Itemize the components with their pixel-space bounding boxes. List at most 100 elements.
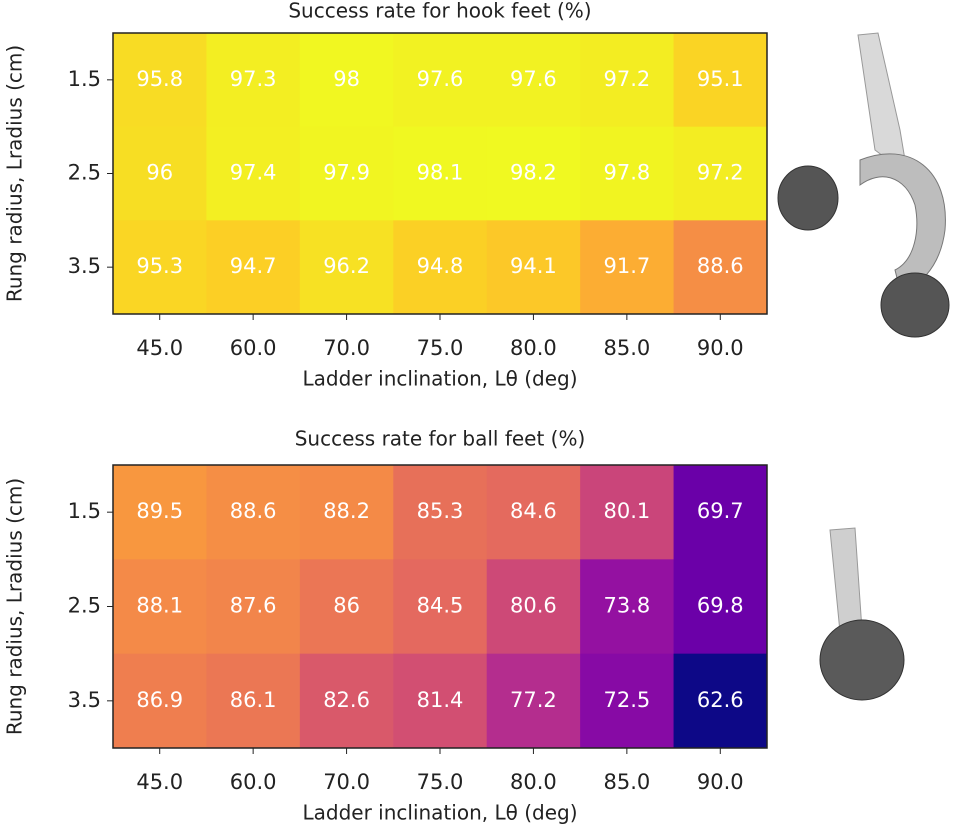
cell-value-label: 98.2	[510, 161, 557, 185]
cell-value-label: 97.6	[510, 67, 557, 91]
cell-value-label: 97.6	[417, 67, 464, 91]
x-tick-label: 80.0	[510, 336, 557, 360]
x-tick-label: 80.0	[510, 770, 557, 794]
cell-value-label: 95.3	[136, 254, 183, 278]
heatmap-cell	[486, 559, 581, 655]
heatmap-cell	[393, 33, 488, 128]
cell-value-label: 95.1	[697, 67, 744, 91]
heatmap-cell	[113, 126, 207, 221]
cell-value-label: 77.2	[510, 688, 557, 712]
x-tick-label: 90.0	[697, 770, 744, 794]
heatmap-cell	[673, 559, 768, 655]
heatmap-cell	[673, 126, 768, 221]
cell-value-label: 97.2	[697, 161, 744, 185]
cell-value-label: 89.5	[136, 499, 183, 523]
cell-value-label: 97.4	[230, 161, 277, 185]
heatmap-cell	[673, 653, 768, 749]
heatmap-cell	[206, 220, 301, 315]
heatmap-cell	[393, 465, 488, 560]
heatmap-cell	[486, 465, 581, 560]
heatmap-cell	[580, 126, 675, 221]
heatmap-cell	[486, 220, 581, 315]
y-tick-label: 2.5	[68, 161, 101, 185]
cell-value-label: 88.1	[136, 594, 183, 618]
cell-value-label: 87.6	[230, 594, 277, 618]
x-tick-label: 60.0	[230, 336, 277, 360]
cell-value-label: 97.2	[603, 67, 650, 91]
hook-foot-illustration	[777, 32, 950, 338]
y-axis-label: Rung radius, Lradius (cm)	[3, 478, 27, 735]
cell-value-label: 69.7	[697, 499, 744, 523]
cell-value-label: 97.8	[603, 161, 650, 185]
chart-title: Success rate for ball feet (%)	[295, 427, 586, 451]
heatmap-cell	[113, 465, 207, 560]
heatmap-cell	[580, 653, 675, 749]
cell-value-label: 81.4	[417, 688, 464, 712]
heatmap-cell	[299, 559, 394, 655]
x-tick-label: 75.0	[417, 770, 464, 794]
cell-value-label: 94.7	[230, 254, 277, 278]
heatmap-cell	[206, 653, 301, 749]
y-tick-label: 3.5	[68, 254, 101, 278]
x-tick-label: 85.0	[603, 336, 650, 360]
cell-value-label: 84.5	[417, 594, 464, 618]
cell-value-label: 97.9	[323, 161, 370, 185]
heatmap-cell	[299, 465, 394, 560]
y-tick-label: 2.5	[68, 594, 101, 618]
heatmap-cell	[580, 220, 675, 315]
heatmap-cell	[206, 126, 301, 221]
heatmap-cell	[486, 126, 581, 221]
x-tick-label: 75.0	[417, 336, 464, 360]
cell-value-label: 86.1	[230, 688, 277, 712]
chart-title: Success rate for hook feet (%)	[288, 0, 591, 23]
cell-value-label: 82.6	[323, 688, 370, 712]
heatmap-cell	[393, 559, 488, 655]
cell-value-label: 96.2	[323, 254, 370, 278]
heatmap-cell	[393, 653, 488, 749]
heatmap-cell	[206, 33, 301, 128]
y-tick-label: 3.5	[68, 688, 101, 712]
heatmap-cell	[486, 653, 581, 749]
x-tick-label: 90.0	[697, 336, 744, 360]
cell-value-label: 97.3	[230, 67, 277, 91]
heatmap-cell	[486, 33, 581, 128]
cell-value-label: 85.3	[417, 499, 464, 523]
cell-value-label: 73.8	[603, 594, 650, 618]
heatmap-cell	[299, 220, 394, 315]
heatmap-cell	[299, 126, 394, 221]
heatmap-cell	[206, 559, 301, 655]
heatmap-cell	[673, 220, 768, 315]
cell-value-label: 98	[333, 67, 360, 91]
cell-value-label: 72.5	[603, 688, 650, 712]
x-tick-label: 85.0	[603, 770, 650, 794]
x-axis-label: Ladder inclination, Lθ (deg)	[302, 801, 577, 825]
cell-value-label: 69.8	[697, 594, 744, 618]
x-tick-label: 70.0	[323, 336, 370, 360]
heatmap-cell	[673, 33, 768, 128]
cell-value-label: 88.6	[230, 499, 277, 523]
heatmap-cell	[299, 653, 394, 749]
x-tick-label: 60.0	[230, 770, 277, 794]
heatmap-cell	[393, 220, 488, 315]
heatmap-cell	[580, 465, 675, 560]
cell-value-label: 86	[333, 594, 360, 618]
cell-value-label: 94.1	[510, 254, 557, 278]
heatmap-cell	[673, 465, 768, 560]
heatmap-cell	[393, 126, 488, 221]
heatmap-cell	[206, 465, 301, 560]
cell-value-label: 98.1	[417, 161, 464, 185]
cell-value-label: 91.7	[603, 254, 650, 278]
heatmap-cell	[113, 220, 207, 315]
ball-foot-illustration	[819, 527, 905, 701]
heatmap-cell	[299, 33, 394, 128]
heatmap-cell	[113, 33, 207, 128]
x-tick-label: 45.0	[136, 336, 183, 360]
y-tick-label: 1.5	[68, 499, 101, 523]
cell-value-label: 62.6	[697, 688, 744, 712]
cell-value-label: 94.8	[417, 254, 464, 278]
heatmap-cell	[580, 559, 675, 655]
y-axis-label: Rung radius, Lradius (cm)	[3, 45, 27, 302]
x-axis-label: Ladder inclination, Lθ (deg)	[302, 367, 577, 391]
cell-value-label: 88.2	[323, 499, 370, 523]
